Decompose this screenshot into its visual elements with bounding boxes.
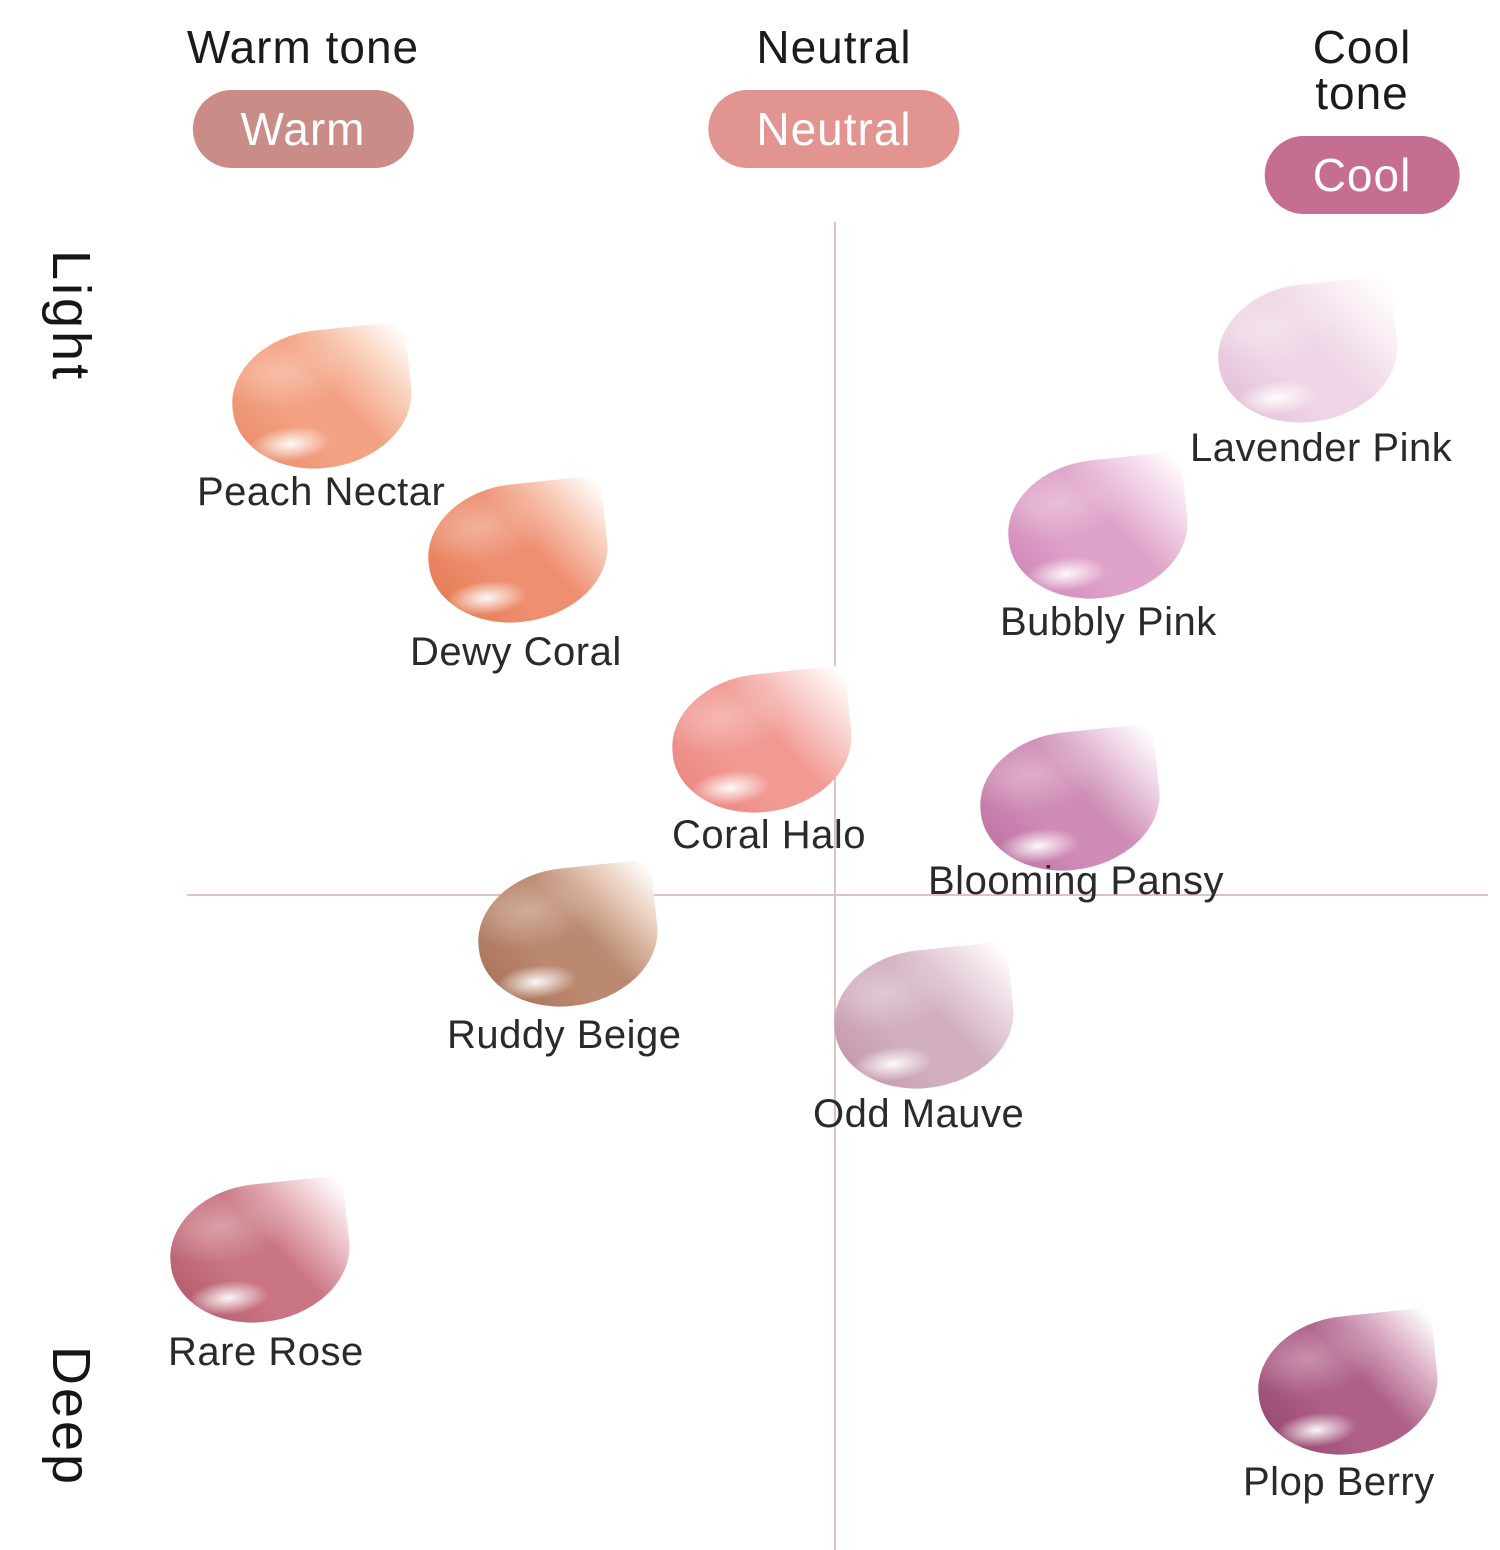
shade-swatch bbox=[1251, 1306, 1445, 1464]
shade-swatch bbox=[225, 320, 419, 478]
shade-label: Plop Berry bbox=[1243, 1460, 1435, 1504]
axis-vertical-divider bbox=[834, 222, 836, 1550]
shade-swatch bbox=[471, 858, 665, 1016]
shade-label: Ruddy Beige bbox=[447, 1013, 682, 1057]
shade-label: Rare Rose bbox=[168, 1330, 364, 1374]
axis-horizontal-divider bbox=[187, 894, 1488, 896]
shade-swatch bbox=[665, 664, 859, 822]
column-title-neutral: Neutral bbox=[756, 21, 912, 73]
shade-swatch bbox=[973, 722, 1167, 880]
shade-swatch bbox=[827, 940, 1021, 1098]
axis-label-deep: Deep bbox=[41, 1346, 101, 1488]
shade-label: Coral Halo bbox=[672, 813, 866, 857]
shade-swatch bbox=[421, 474, 615, 632]
column-cool: Cool tone Cool bbox=[1264, 21, 1460, 214]
cool-tone-badge: Cool bbox=[1264, 136, 1460, 214]
column-warm: Warm tone Warm bbox=[187, 24, 419, 168]
column-neutral: Neutral Neutral bbox=[708, 21, 960, 168]
shade-swatch bbox=[1001, 450, 1195, 608]
axis-label-light: Light bbox=[41, 250, 101, 383]
shade-label: Peach Nectar bbox=[197, 470, 446, 514]
shade-label: Bubbly Pink bbox=[1000, 600, 1217, 644]
warm-tone-badge: Warm bbox=[192, 90, 414, 168]
column-title-cool: Cool tone bbox=[1312, 21, 1412, 119]
shade-swatch bbox=[163, 1174, 357, 1332]
shade-label: Dewy Coral bbox=[410, 630, 622, 674]
column-title-warm: Warm tone bbox=[186, 21, 420, 73]
shade-label: Odd Mauve bbox=[813, 1092, 1025, 1136]
neutral-tone-badge: Neutral bbox=[708, 90, 960, 168]
shade-label: Blooming Pansy bbox=[928, 859, 1225, 903]
shade-swatch bbox=[1211, 274, 1405, 432]
shade-label: Lavender Pink bbox=[1190, 426, 1453, 470]
